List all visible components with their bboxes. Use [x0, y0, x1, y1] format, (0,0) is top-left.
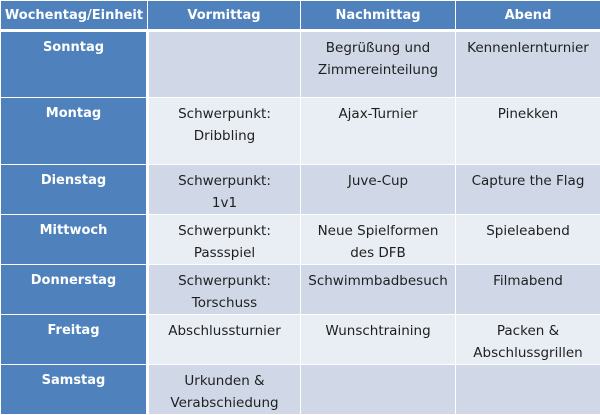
header-weekday: Wochentag/Einheit [1, 1, 148, 31]
abend-cell [456, 365, 600, 415]
header-nachmittag: Nachmittag [301, 1, 456, 31]
vormittag-cell [148, 31, 301, 98]
abend-cell: Filmabend [456, 265, 600, 315]
vormittag-cell: Abschlussturnier [148, 315, 301, 365]
header-row: Wochentag/Einheit Vormittag Nachmittag A… [1, 1, 600, 31]
day-cell: Sonntag [1, 31, 148, 98]
table-row: Sonntag Begrüßung und Zimmereinteilung K… [1, 31, 600, 98]
nachmittag-cell: Wunschtraining [301, 315, 456, 365]
nachmittag-cell: Schwimmbadbesuch [301, 265, 456, 315]
vormittag-cell: Schwerpunkt: Dribbling [148, 98, 301, 165]
table-row: Dienstag Schwerpunkt: 1v1 Juve-Cup Captu… [1, 165, 600, 215]
abend-cell: Kennenlernturnier [456, 31, 600, 98]
day-cell: Freitag [1, 315, 148, 365]
vormittag-cell: Schwerpunkt: 1v1 [148, 165, 301, 215]
abend-cell: Capture the Flag [456, 165, 600, 215]
table-row: Donnerstag Schwerpunkt: Torschuss Schwim… [1, 265, 600, 315]
vormittag-cell: Schwerpunkt: Torschuss [148, 265, 301, 315]
day-cell: Samstag [1, 365, 148, 415]
nachmittag-cell: Juve-Cup [301, 165, 456, 215]
table-row: Mittwoch Schwerpunkt: Passspiel Neue Spi… [1, 215, 600, 265]
table-row: Freitag Abschlussturnier Wunschtraining … [1, 315, 600, 365]
nachmittag-cell: Begrüßung und Zimmereinteilung [301, 31, 456, 98]
nachmittag-cell: Neue Spielformen des DFB [301, 215, 456, 265]
day-cell: Mittwoch [1, 215, 148, 265]
day-cell: Dienstag [1, 165, 148, 215]
day-cell: Montag [1, 98, 148, 165]
day-cell: Donnerstag [1, 265, 148, 315]
table-row: Samstag Urkunden & Verabschiedung [1, 365, 600, 415]
abend-cell: Spieleabend [456, 215, 600, 265]
header-abend: Abend [456, 1, 600, 31]
nachmittag-cell: Ajax-Turnier [301, 98, 456, 165]
abend-cell: Pinekken [456, 98, 600, 165]
vormittag-cell: Schwerpunkt: Passspiel [148, 215, 301, 265]
vormittag-cell: Urkunden & Verabschiedung [148, 365, 301, 415]
abend-cell: Packen & Abschlussgrillen [456, 315, 600, 365]
header-vormittag: Vormittag [148, 1, 301, 31]
table-header: Wochentag/Einheit Vormittag Nachmittag A… [1, 1, 600, 31]
nachmittag-cell [301, 365, 456, 415]
table-row: Montag Schwerpunkt: Dribbling Ajax-Turni… [1, 98, 600, 165]
table-body: Sonntag Begrüßung und Zimmereinteilung K… [1, 31, 600, 415]
